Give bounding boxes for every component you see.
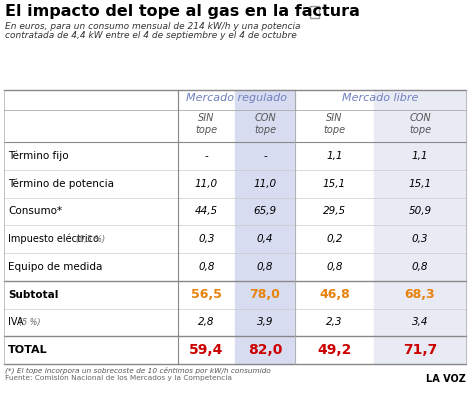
Text: En euros, para un consumo mensual de 214 kW/h y una potencia: En euros, para un consumo mensual de 214…	[5, 22, 301, 31]
Bar	[374, 90, 466, 364]
Text: 3,4: 3,4	[412, 317, 428, 327]
Text: 78,0: 78,0	[250, 288, 281, 301]
Text: Equipo de medida: Equipo de medida	[8, 262, 102, 272]
Text: TOTAL: TOTAL	[8, 345, 47, 355]
Text: (5 %): (5 %)	[19, 318, 41, 327]
Text: CON
tope: CON tope	[409, 113, 431, 135]
Text: 15,1: 15,1	[409, 178, 431, 188]
Text: Mercado libre: Mercado libre	[342, 93, 419, 103]
Text: 49,2: 49,2	[317, 343, 352, 357]
Text: 11,0: 11,0	[254, 178, 276, 188]
Text: 2,8: 2,8	[198, 317, 215, 327]
Text: El impacto del tope al gas en la factura: El impacto del tope al gas en la factura	[5, 4, 360, 19]
Text: Impuesto eléctrico: Impuesto eléctrico	[8, 234, 102, 244]
Text: Fuente: Comisión Nacional de los Mercados y la Competencia: Fuente: Comisión Nacional de los Mercado…	[5, 374, 232, 381]
Text: CON
tope: CON tope	[254, 113, 276, 135]
Text: 29,5: 29,5	[323, 206, 346, 216]
Text: -: -	[263, 151, 267, 161]
Text: 0,3: 0,3	[412, 234, 428, 244]
Text: 11,0: 11,0	[195, 178, 218, 188]
Text: Subtotal: Subtotal	[8, 290, 58, 300]
Text: 2,3: 2,3	[326, 317, 343, 327]
Text: (*) El tope incorpora un sobrecoste de 10 céntimos por kW/h consumido: (*) El tope incorpora un sobrecoste de 1…	[5, 366, 271, 374]
Text: 44,5: 44,5	[195, 206, 218, 216]
Text: 82,0: 82,0	[248, 343, 282, 357]
Text: 71,7: 71,7	[403, 343, 437, 357]
Text: 0,8: 0,8	[326, 262, 343, 272]
Bar	[235, 90, 295, 364]
Text: Término fijo: Término fijo	[8, 151, 69, 161]
Text: 1,1: 1,1	[326, 151, 343, 161]
Text: 59,4: 59,4	[189, 343, 224, 357]
Text: 68,3: 68,3	[405, 288, 435, 301]
Text: 0,8: 0,8	[412, 262, 428, 272]
Text: 0,4: 0,4	[257, 234, 273, 244]
FancyBboxPatch shape	[310, 6, 319, 18]
Text: 15,1: 15,1	[323, 178, 346, 188]
Text: 50,9: 50,9	[409, 206, 431, 216]
Text: Término de potencia: Término de potencia	[8, 178, 114, 189]
Text: 0,8: 0,8	[198, 262, 215, 272]
Text: IVA: IVA	[8, 317, 27, 327]
Text: 0,8: 0,8	[257, 262, 273, 272]
Text: Consumo*: Consumo*	[8, 206, 62, 216]
Text: SIN
tope: SIN tope	[195, 113, 218, 135]
Text: Mercado regulado: Mercado regulado	[186, 93, 287, 103]
Text: 46,8: 46,8	[319, 288, 350, 301]
Text: 65,9: 65,9	[254, 206, 276, 216]
Text: contratada de 4,4 kW entre el 4 de septiembre y el 4 de octubre: contratada de 4,4 kW entre el 4 de septi…	[5, 31, 297, 40]
Text: 3,9: 3,9	[257, 317, 273, 327]
Text: SIN
tope: SIN tope	[323, 113, 346, 135]
Text: LA VOZ: LA VOZ	[426, 374, 466, 384]
Text: 56,5: 56,5	[191, 288, 222, 301]
Text: -: -	[205, 151, 209, 161]
Text: (0,5 %): (0,5 %)	[76, 235, 106, 244]
Text: 0,2: 0,2	[326, 234, 343, 244]
Text: 0,3: 0,3	[198, 234, 215, 244]
Text: 1,1: 1,1	[412, 151, 428, 161]
